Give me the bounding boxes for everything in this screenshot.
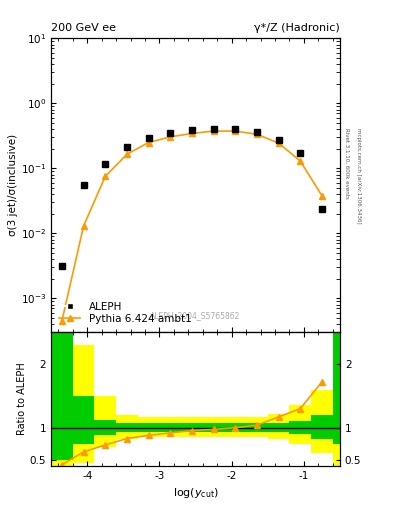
Y-axis label: σ(3 jet)/σ(inclusive): σ(3 jet)/σ(inclusive) [8,134,18,237]
Y-axis label: Ratio to ALEPH: Ratio to ALEPH [17,362,27,436]
Text: ALEPH_2004_S5765862: ALEPH_2004_S5765862 [151,312,241,321]
Text: γ*/Z (Hadronic): γ*/Z (Hadronic) [254,23,340,33]
Text: mcplots.cern.ch [arXiv:1306.3436]: mcplots.cern.ch [arXiv:1306.3436] [356,128,361,224]
Text: 200 GeV ee: 200 GeV ee [51,23,116,33]
Text: Rivet 3.1.10, 600k events: Rivet 3.1.10, 600k events [344,128,349,199]
X-axis label: log($y_{\rm cut}$): log($y_{\rm cut}$) [173,486,219,500]
Legend: ALEPH, Pythia 6.424 ambt1: ALEPH, Pythia 6.424 ambt1 [56,299,195,327]
